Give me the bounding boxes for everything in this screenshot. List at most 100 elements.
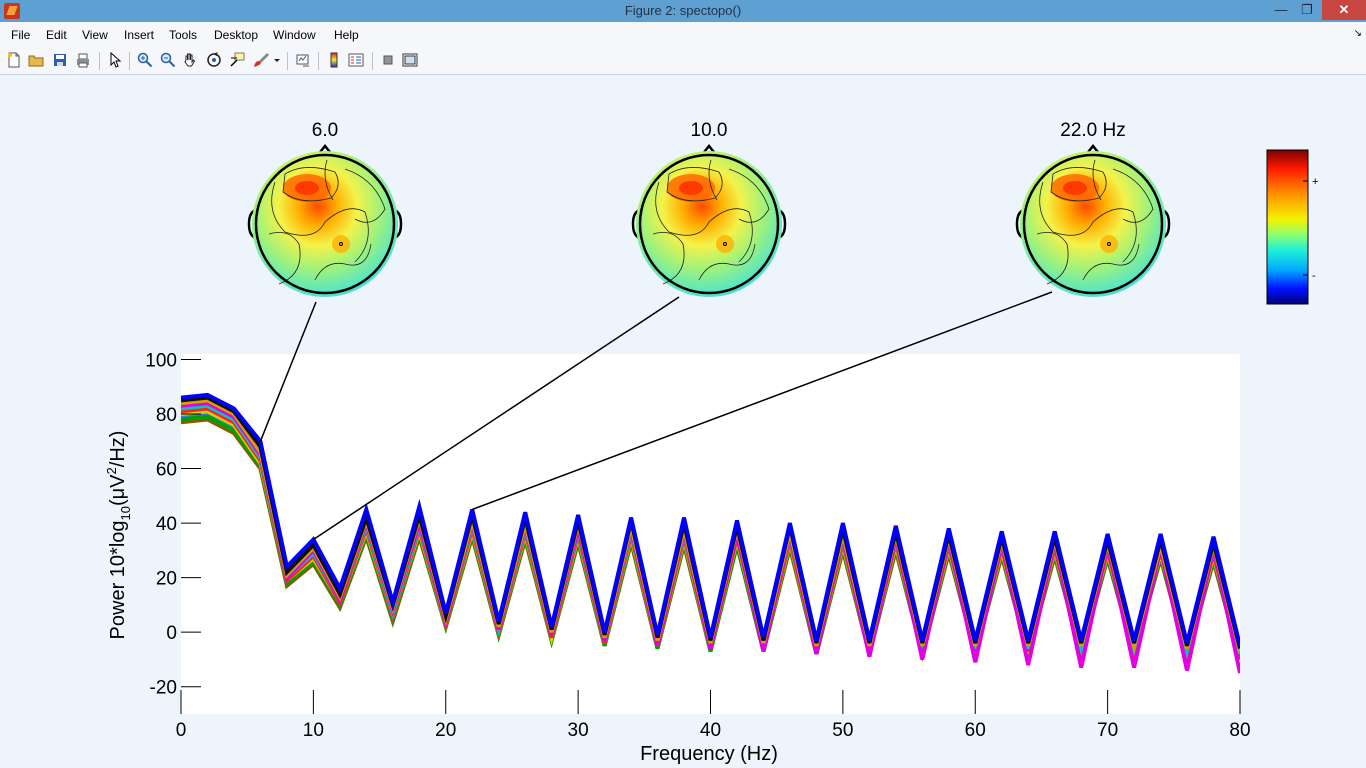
menu-edit[interactable]: Edit — [46, 28, 67, 42]
topomap-2: 10.0 — [631, 120, 787, 297]
dock-arrow-icon[interactable]: ↘ — [1353, 28, 1362, 39]
topomap-title: 22.0 Hz — [1060, 120, 1125, 141]
topomap-contour — [708, 159, 718, 201]
close-button[interactable]: ✕ — [1322, 0, 1366, 20]
x-tick-label: 10 — [303, 720, 324, 741]
y-tick-label: 40 — [156, 514, 177, 535]
head-outline — [254, 153, 396, 295]
save-icon[interactable] — [52, 52, 68, 68]
topomap-contour — [282, 167, 339, 202]
electrode-marker — [1107, 242, 1111, 246]
matlab-app-icon[interactable] — [4, 3, 20, 19]
topomap-group: 6.0 10.0 22.0 Hz — [247, 120, 1171, 297]
y-axis-label: Power 10*log10(μV2/Hz) — [104, 431, 133, 640]
restore-button[interactable]: ❐ — [1301, 2, 1313, 17]
zoom-out-icon[interactable] — [160, 52, 176, 68]
toolbar-separator — [129, 52, 130, 70]
show-plot-tools-icon[interactable] — [402, 52, 418, 68]
menu-desktop[interactable]: Desktop — [214, 28, 259, 42]
left-ear-outline — [631, 208, 641, 240]
minimize-button[interactable]: — — [1274, 2, 1288, 17]
toolbar-separator — [99, 52, 100, 70]
menu-tools[interactable]: Tools — [169, 28, 198, 42]
open-file-icon[interactable] — [28, 52, 44, 68]
topomap-contour — [1112, 168, 1154, 223]
colorbar-plus-label: + — [1312, 176, 1318, 188]
x-tick-label: 60 — [965, 720, 986, 741]
hide-plot-tools-icon[interactable] — [380, 52, 396, 68]
menu-insert[interactable]: Insert — [124, 28, 155, 42]
topomap-secondary-spot — [716, 235, 734, 253]
topomap-contour — [728, 168, 770, 223]
title-bar: Figure 2: spectopo() — ❐ ✕ — [0, 0, 1366, 22]
topomap-contour — [1036, 231, 1069, 285]
y-tick-label: 0 — [166, 623, 177, 644]
left-ear-outline — [1015, 208, 1025, 240]
topomap-secondary-spot — [1100, 235, 1118, 253]
link-plot-icon[interactable] — [295, 52, 311, 68]
pan-hand-icon[interactable] — [182, 52, 198, 68]
print-icon[interactable] — [75, 52, 91, 68]
topomap-contour — [314, 243, 372, 281]
menu-window[interactable]: Window — [273, 28, 316, 42]
y-tick-label: 80 — [156, 405, 177, 426]
right-ear-outline — [393, 208, 403, 240]
electrode-marker — [723, 242, 727, 246]
y-tick-label: -20 — [150, 678, 177, 699]
connector-line — [259, 301, 317, 442]
left-ear-outline — [247, 208, 257, 240]
pointer-icon[interactable] — [107, 52, 123, 68]
right-ear-outline — [1161, 208, 1171, 240]
topomap-contour — [655, 181, 753, 263]
topomap-contour — [344, 168, 386, 223]
menu-help[interactable]: Help — [334, 28, 359, 42]
spectrum-lines — [181, 392, 1240, 674]
brush-icon[interactable] — [253, 52, 269, 68]
colorbar-minus-label: - — [1312, 270, 1316, 282]
toolbar-separator — [287, 52, 288, 70]
topomap-contour — [652, 231, 685, 285]
topomap-contour — [1039, 181, 1137, 263]
y-tick-label: 60 — [156, 460, 177, 481]
toolbar-separator — [372, 52, 373, 70]
x-tick-label: 80 — [1229, 720, 1250, 741]
topomap-title: 10.0 — [691, 120, 728, 141]
figure-toolbar — [0, 48, 1366, 75]
topomap-hotspot-core — [679, 181, 703, 195]
new-figure-icon[interactable] — [6, 52, 22, 68]
menu-file[interactable]: File — [11, 28, 31, 42]
right-ear-outline — [777, 208, 787, 240]
topomap-contour — [698, 243, 756, 281]
topomap-3: 22.0 Hz — [1015, 120, 1171, 297]
window-title: Figure 2: spectopo() — [624, 3, 742, 18]
topomap-contour — [324, 159, 334, 201]
y-tick-label: 20 — [156, 569, 177, 590]
topomap-hotspot-core — [1063, 181, 1087, 195]
menu-view[interactable]: View — [82, 28, 108, 42]
data-cursor-icon[interactable] — [229, 52, 245, 68]
topomap-title: 6.0 — [312, 120, 338, 141]
rotate-3d-icon[interactable] — [206, 52, 222, 68]
x-tick-label: 30 — [568, 720, 589, 741]
electrode-marker — [339, 242, 343, 246]
topomap-contour — [1050, 167, 1107, 202]
x-tick-label: 50 — [832, 720, 853, 741]
colorbar-gradient — [1266, 149, 1309, 305]
head-outline — [1022, 153, 1164, 295]
brush-dropdown-icon[interactable] — [273, 52, 281, 68]
menu-bar: File Edit View Insert Tools Desktop Wind… — [0, 22, 1366, 48]
x-tick-label: 70 — [1097, 720, 1118, 741]
connector-line — [312, 296, 680, 541]
topomap-contour — [1082, 243, 1140, 281]
connector-line — [471, 291, 1053, 511]
topomap-contour — [1092, 159, 1102, 201]
topomap-hotspot-core — [295, 181, 319, 195]
x-tick-label: 40 — [700, 720, 721, 741]
y-tick-label: 100 — [145, 350, 177, 371]
topomap-contour — [268, 231, 301, 285]
topomap-1: 6.0 — [247, 120, 403, 297]
legend-icon[interactable] — [348, 52, 364, 68]
zoom-in-icon[interactable] — [137, 52, 153, 68]
topomap-contour — [271, 181, 369, 263]
colorbar-icon[interactable] — [326, 52, 342, 68]
